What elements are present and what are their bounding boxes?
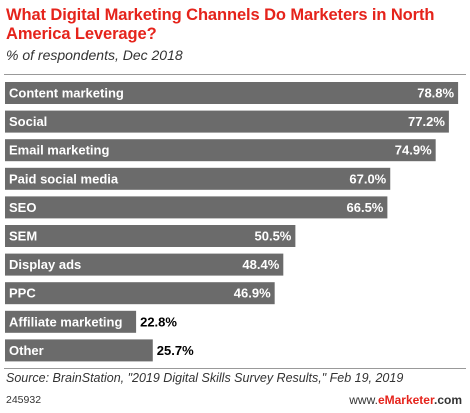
value-label-display-ads: 48.4% xyxy=(242,257,279,272)
category-label-sem: SEM xyxy=(9,229,37,244)
chart-id: 245932 xyxy=(6,394,42,406)
bar-content-marketing xyxy=(5,82,459,104)
bar-social xyxy=(5,110,449,133)
category-label-content-marketing: Content marketing xyxy=(9,86,124,101)
brand-name: eMarketer xyxy=(377,393,434,407)
bar-paid-social-media xyxy=(5,167,391,190)
chart-title: What Digital Marketing Channels Do Marke… xyxy=(6,6,435,43)
brand-logo: www.eMarketer.com xyxy=(349,393,462,407)
bar-seo xyxy=(5,196,388,219)
source-note: Source: BrainStation, "2019 Digital Skil… xyxy=(6,371,404,385)
category-label-other: Other xyxy=(9,343,44,358)
value-label-affiliate-marketing: 22.8% xyxy=(140,314,177,329)
category-label-seo: SEO xyxy=(9,200,36,215)
bar-ppc xyxy=(5,282,275,305)
value-label-email-marketing: 74.9% xyxy=(395,143,432,158)
brand-suffix: .com xyxy=(433,393,462,407)
category-label-social: Social xyxy=(9,114,47,129)
category-label-affiliate-marketing: Affiliate marketing xyxy=(9,314,122,329)
bottom-divider xyxy=(4,368,466,369)
value-label-ppc: 46.9% xyxy=(234,286,271,301)
category-label-paid-social-media: Paid social media xyxy=(9,171,119,186)
top-divider xyxy=(4,74,466,75)
category-label-display-ads: Display ads xyxy=(9,257,81,272)
bar-sem xyxy=(5,225,296,247)
bar-other xyxy=(5,339,153,362)
category-label-email-marketing: Email marketing xyxy=(9,143,109,158)
category-label-ppc: PPC xyxy=(9,286,36,301)
value-label-content-marketing: 78.8% xyxy=(417,86,454,101)
bar-affiliate-marketing xyxy=(5,310,137,333)
value-label-social: 77.2% xyxy=(408,114,445,129)
value-label-seo: 66.5% xyxy=(347,200,384,215)
brand-prefix: www. xyxy=(349,393,378,407)
bar-display-ads xyxy=(5,253,284,276)
value-label-sem: 50.5% xyxy=(255,229,292,244)
bar-email-marketing xyxy=(5,139,436,162)
value-label-paid-social-media: 67.0% xyxy=(349,171,386,186)
value-label-other: 25.7% xyxy=(157,343,194,358)
chart-subtitle: % of respondents, Dec 2018 xyxy=(6,47,183,63)
